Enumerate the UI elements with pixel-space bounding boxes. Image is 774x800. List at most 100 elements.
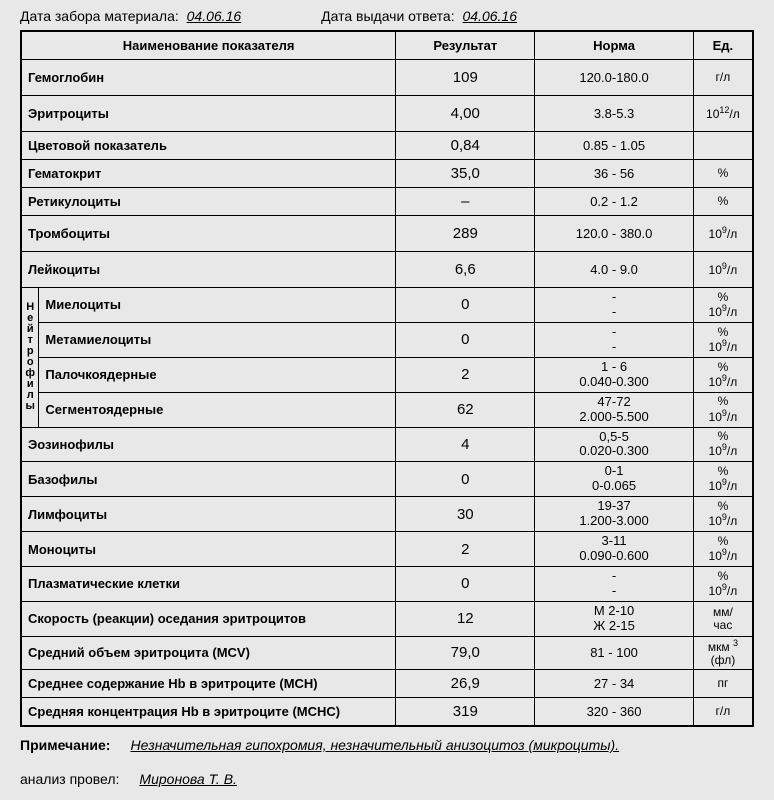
row-result: 2 xyxy=(396,357,535,392)
note-value: Незначительная гипохромия, незначительны… xyxy=(130,737,619,753)
row-result: 4 xyxy=(396,427,535,462)
row-norm: 0,5-50.020-0.300 xyxy=(535,427,693,462)
table-row: Моноциты 2 3-110.090-0.600 %109/л xyxy=(21,532,753,567)
row-norm: 27 - 34 xyxy=(535,670,693,698)
note-row: Примечание: Незначительная гипохромия, н… xyxy=(20,737,754,753)
row-unit: %109/л xyxy=(693,497,753,532)
table-row: Эритроциты 4,00 3.8-5.3 1012/л xyxy=(21,96,753,132)
row-unit: %109/л xyxy=(693,532,753,567)
table-row: Средняя концентрация Нb в эритроците (МС… xyxy=(21,698,753,727)
results-table: Наименование показателя Результат Норма … xyxy=(20,30,754,727)
row-norm: 320 - 360 xyxy=(535,698,693,727)
row-result: 26,9 xyxy=(396,670,535,698)
row-result: 6,6 xyxy=(396,252,535,288)
row-norm: -- xyxy=(535,322,693,357)
row-norm: 3.8-5.3 xyxy=(535,96,693,132)
table-row: Скорость (реакции) оседания эритроцитов … xyxy=(21,601,753,636)
row-result: 62 xyxy=(396,392,535,427)
row-unit: 1012/л xyxy=(693,96,753,132)
row-unit: 109/л xyxy=(693,252,753,288)
row-norm: -- xyxy=(535,567,693,602)
row-name: Гемоглобин xyxy=(21,60,396,96)
table-row: Цветовой показатель 0,84 0.85 - 1.05 xyxy=(21,132,753,160)
row-name: Гематокрит xyxy=(21,160,396,188)
row-norm: 1 - 60.040-0.300 xyxy=(535,357,693,392)
row-name: Скорость (реакции) оседания эритроцитов xyxy=(21,601,396,636)
row-norm: 120.0 - 380.0 xyxy=(535,216,693,252)
row-name: Базофилы xyxy=(21,462,396,497)
row-result: 319 xyxy=(396,698,535,727)
table-row: Эозинофилы 4 0,5-50.020-0.300 %109/л xyxy=(21,427,753,462)
row-norm: 0.85 - 1.05 xyxy=(535,132,693,160)
row-norm: 19-371.200-3.000 xyxy=(535,497,693,532)
table-row: Метамиелоциты 0 -- %109/л xyxy=(21,322,753,357)
result-date-label: Дата выдачи ответа: xyxy=(321,8,454,24)
row-name: Средняя концентрация Нb в эритроците (МС… xyxy=(21,698,396,727)
row-norm: 36 - 56 xyxy=(535,160,693,188)
row-result: 0,84 xyxy=(396,132,535,160)
row-result: 12 xyxy=(396,601,535,636)
row-norm: М 2-10Ж 2-15 xyxy=(535,601,693,636)
row-name: Эозинофилы xyxy=(21,427,396,462)
collect-date-value: 04.06.16 xyxy=(187,8,242,24)
row-result: 0 xyxy=(396,462,535,497)
table-row: Базофилы 0 0-10-0.065 %109/л xyxy=(21,462,753,497)
row-result: – xyxy=(396,188,535,216)
row-name: Тромбоциты xyxy=(21,216,396,252)
analyst-row: анализ провел: Миронова Т. В. xyxy=(20,771,754,787)
row-result: 79,0 xyxy=(396,636,535,669)
table-row: Среднее содержание Нb в эритроците (МСН)… xyxy=(21,670,753,698)
row-unit: % xyxy=(693,188,753,216)
row-name: Метамиелоциты xyxy=(39,322,396,357)
row-unit: мкм 3(фл) xyxy=(693,636,753,669)
row-unit: %109/л xyxy=(693,288,753,323)
analyst-label: анализ провел: xyxy=(20,771,119,787)
row-unit: %109/л xyxy=(693,392,753,427)
table-row: Плазматические клетки 0 -- %109/л xyxy=(21,567,753,602)
table-row: Палочкоядерные 2 1 - 60.040-0.300 %109/л xyxy=(21,357,753,392)
table-row: Сегментоядерные 62 47-722.000-5.500 %109… xyxy=(21,392,753,427)
row-norm: 120.0-180.0 xyxy=(535,60,693,96)
row-norm: 3-110.090-0.600 xyxy=(535,532,693,567)
row-result: 2 xyxy=(396,532,535,567)
row-norm: 81 - 100 xyxy=(535,636,693,669)
row-name: Лимфоциты xyxy=(21,497,396,532)
row-name: Палочкоядерные xyxy=(39,357,396,392)
row-result: 0 xyxy=(396,322,535,357)
collect-date-label: Дата забора материала: xyxy=(20,8,179,24)
row-unit: %109/л xyxy=(693,357,753,392)
table-row: Лейкоциты 6,6 4.0 - 9.0 109/л xyxy=(21,252,753,288)
table-row: Гематокрит 35,0 36 - 56 % xyxy=(21,160,753,188)
row-unit: %109/л xyxy=(693,427,753,462)
row-unit: %109/л xyxy=(693,462,753,497)
row-result: 0 xyxy=(396,567,535,602)
row-result: 289 xyxy=(396,216,535,252)
dates-row: Дата забора материала: 04.06.16 Дата выд… xyxy=(20,8,754,24)
row-norm: 0-10-0.065 xyxy=(535,462,693,497)
table-row: Нейтрофилы Миелоциты 0 -- %109/л xyxy=(21,288,753,323)
row-unit: % xyxy=(693,160,753,188)
row-name: Средний объем эритроцита (МСV) xyxy=(21,636,396,669)
row-name: Моноциты xyxy=(21,532,396,567)
row-result: 30 xyxy=(396,497,535,532)
row-result: 0 xyxy=(396,288,535,323)
row-unit: г/л xyxy=(693,60,753,96)
row-unit: %109/л xyxy=(693,322,753,357)
row-norm: -- xyxy=(535,288,693,323)
row-norm: 47-722.000-5.500 xyxy=(535,392,693,427)
neutrophils-group-label: Нейтрофилы xyxy=(21,288,39,428)
analyst-value: Миронова Т. В. xyxy=(139,771,237,787)
row-unit: мм/час xyxy=(693,601,753,636)
row-name: Лейкоциты xyxy=(21,252,396,288)
table-row: Средний объем эритроцита (МСV) 79,0 81 -… xyxy=(21,636,753,669)
row-name: Среднее содержание Нb в эритроците (МСН) xyxy=(21,670,396,698)
row-name: Плазматические клетки xyxy=(21,567,396,602)
row-name: Цветовой показатель xyxy=(21,132,396,160)
row-unit: %109/л xyxy=(693,567,753,602)
col-name: Наименование показателя xyxy=(21,31,396,60)
row-norm: 4.0 - 9.0 xyxy=(535,252,693,288)
result-date-value: 04.06.16 xyxy=(463,8,518,24)
row-norm: 0.2 - 1.2 xyxy=(535,188,693,216)
row-result: 35,0 xyxy=(396,160,535,188)
table-row: Тромбоциты 289 120.0 - 380.0 109/л xyxy=(21,216,753,252)
